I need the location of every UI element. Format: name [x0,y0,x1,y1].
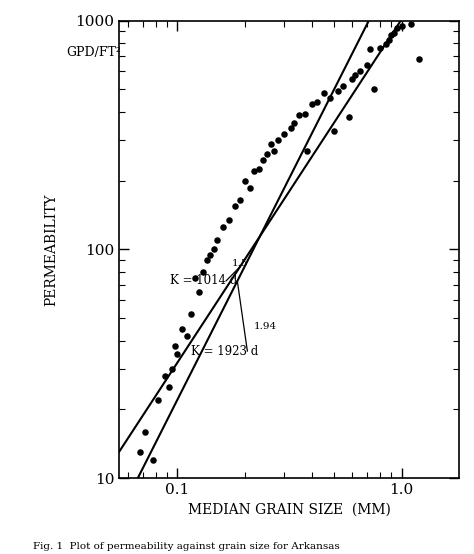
Point [187,310,195,319]
Point [382,39,390,48]
Point [219,223,227,232]
Point [393,23,401,32]
Point [241,176,249,185]
Point [398,21,406,30]
Point [370,85,377,94]
Point [169,365,176,373]
Point [327,93,334,102]
Text: K = 1923 d: K = 1923 d [191,345,258,357]
Point [161,372,169,381]
Point [348,75,356,84]
Point [155,396,162,404]
Point [376,43,384,52]
Text: 1.5: 1.5 [232,259,248,268]
Point [259,156,266,165]
Point [296,111,303,120]
Point [173,350,181,358]
Point [351,70,359,79]
Point [183,331,191,340]
Point [206,250,214,259]
Point [267,139,274,148]
Point [195,288,203,297]
Point [304,146,311,155]
Point [385,36,393,45]
Point [210,245,218,254]
Text: GPD/FT²: GPD/FT² [66,46,121,59]
Point [309,100,316,109]
Point [203,255,210,264]
Point [281,130,288,138]
Point [407,19,415,28]
Point [274,136,282,145]
Point [356,67,364,76]
Text: Fig. 1  Plot of permeability against grain size for Arkansas: Fig. 1 Plot of permeability against grai… [33,542,340,551]
Text: K = 1014 d: K = 1014 d [170,274,237,288]
Point [330,126,338,135]
Point [255,165,262,173]
Point [388,31,395,40]
Point [250,167,258,176]
Point [270,146,278,155]
Point [287,124,294,132]
Point [290,119,298,128]
Point [301,110,309,119]
Point [142,427,149,436]
Point [340,81,347,90]
Point [263,150,271,159]
Point [334,87,342,96]
X-axis label: MEDIAN GRAIN SIZE  (MM): MEDIAN GRAIN SIZE (MM) [188,503,391,517]
Point [225,215,233,224]
Point [199,267,207,276]
Point [416,54,423,63]
Point [345,112,353,121]
Point [363,60,371,69]
Point [172,341,179,350]
Point [191,274,199,283]
Point [136,448,144,456]
Point [165,383,173,392]
Point [236,195,244,204]
Point [390,29,397,38]
Text: PERMEABILITY: PERMEABILITY [44,193,58,306]
Point [313,98,321,106]
Point [246,184,254,193]
Point [178,325,186,334]
Point [213,235,221,244]
Point [320,89,328,98]
Text: 1.94: 1.94 [253,322,276,331]
Point [149,456,157,465]
Point [231,202,238,211]
Point [366,45,374,54]
